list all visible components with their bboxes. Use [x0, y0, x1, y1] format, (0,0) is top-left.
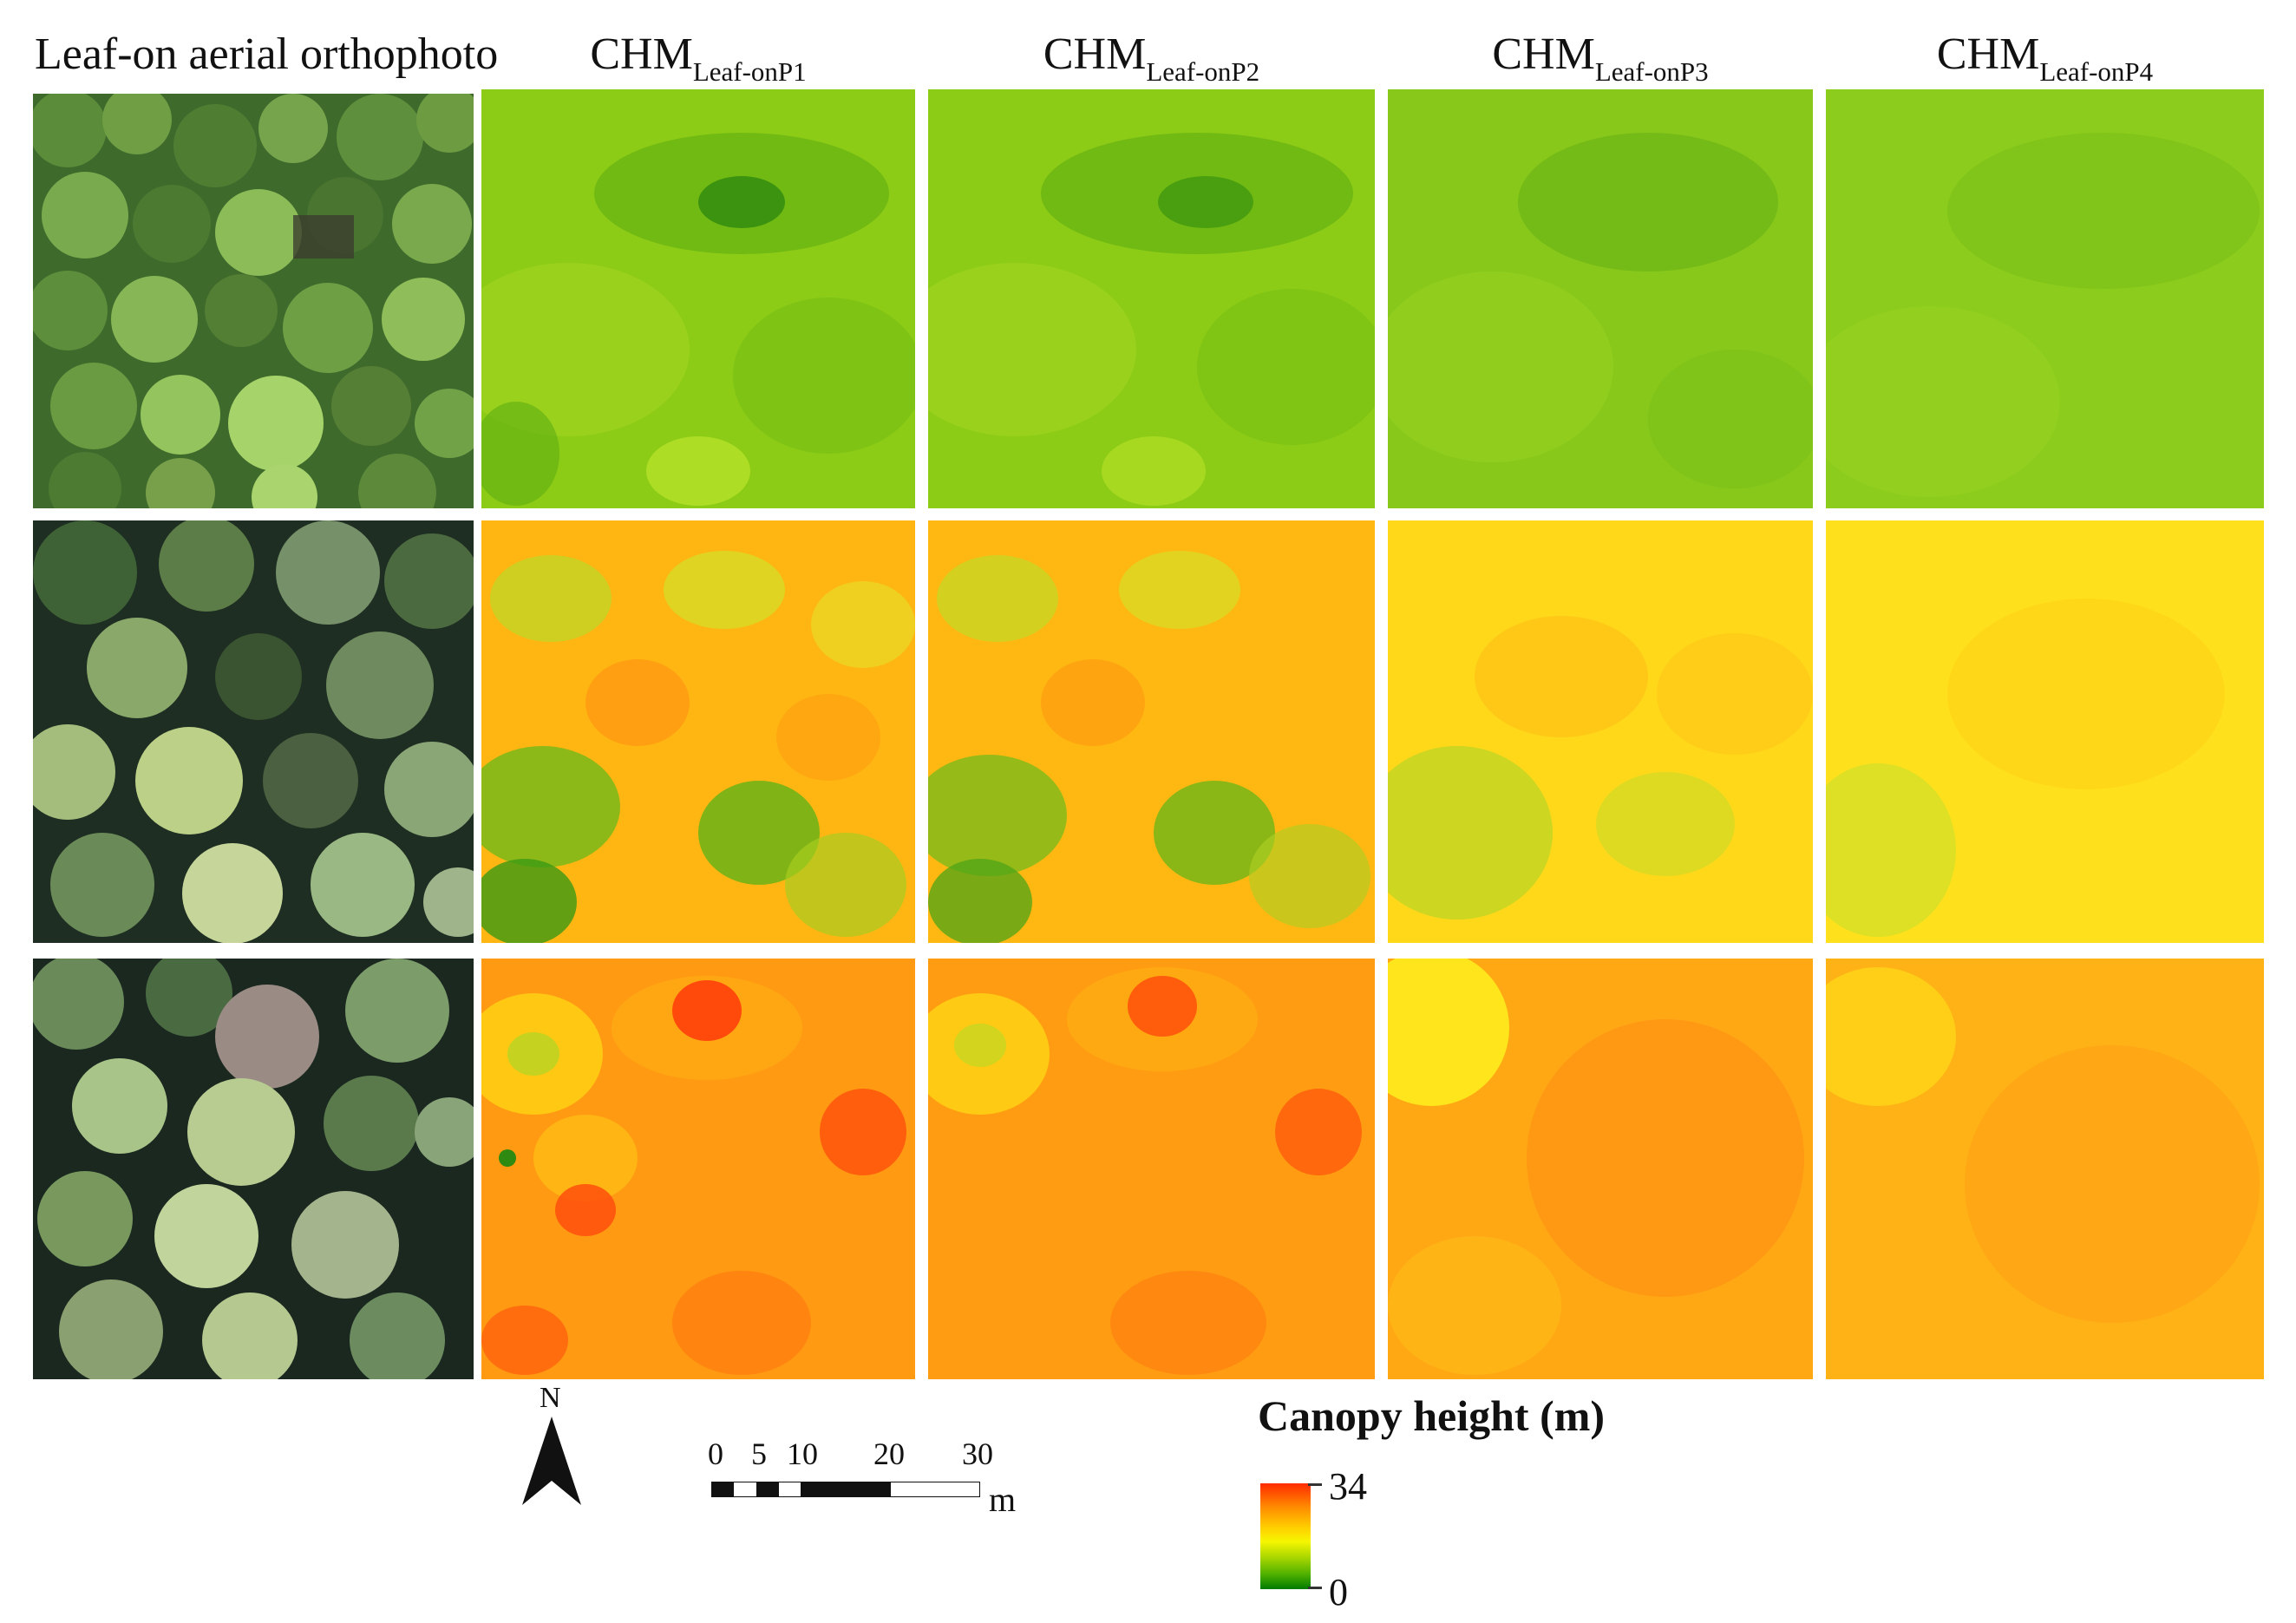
chm-p4-row3 [1826, 959, 2264, 1379]
chm-p3-row2 [1388, 520, 1813, 943]
header-chm-p1: CHMLeaf-onP1 [481, 24, 915, 87]
scale-tick-10: 10 [787, 1436, 818, 1471]
chm-p3-row1 [1388, 89, 1813, 508]
chm-p3-row3 [1388, 959, 1813, 1379]
header-chm-p4-main: CHM [1936, 29, 2040, 79]
scale-unit: m [989, 1480, 1017, 1519]
scale-tick-30: 30 [962, 1436, 993, 1471]
orthophoto-row3 [33, 959, 474, 1379]
chm-p2-row3 [928, 959, 1375, 1379]
chm-p1-row1 [481, 89, 915, 508]
chm-p1-row3 [481, 959, 915, 1379]
scale-tick-20: 20 [873, 1436, 905, 1471]
chm-p2-row1 [928, 89, 1375, 508]
header-chm-p2-main: CHM [1043, 29, 1147, 79]
north-arrow-icon [522, 1417, 581, 1505]
chm-p4-row1 [1826, 89, 2264, 508]
header-chm-p3-sub: Leaf-onP3 [1594, 56, 1709, 87]
scale-tick-0: 0 [708, 1436, 723, 1471]
north-label: N [540, 1382, 561, 1414]
header-chm-p2: CHMLeaf-onP2 [928, 24, 1375, 87]
color-ramp [1260, 1483, 1311, 1589]
chm-p4-row2 [1826, 520, 2264, 943]
legend-min-label: 0 [1329, 1571, 1348, 1613]
ramp-tick-min [1308, 1587, 1322, 1589]
header-chm-p1-main: CHM [590, 29, 693, 79]
header-chm-p1-sub: Leaf-onP1 [692, 56, 807, 87]
scale-bar [711, 1482, 980, 1497]
header-chm-p3: CHMLeaf-onP3 [1388, 24, 1813, 87]
scale-tick-5: 5 [751, 1436, 767, 1471]
ramp-tick-max [1308, 1483, 1322, 1486]
header-chm-p4-sub: Leaf-onP4 [2039, 56, 2154, 87]
legend-title: Canopy height (m) [1258, 1391, 1606, 1440]
header-chm-p2-sub: Leaf-onP2 [1146, 56, 1260, 87]
orthophoto-row2 [33, 520, 474, 943]
chm-p2-row2 [928, 520, 1375, 943]
orthophoto-row1 [33, 94, 474, 508]
header-orthophoto: Leaf-on aerial orthophoto [35, 29, 499, 79]
legend-max-label: 34 [1329, 1465, 1367, 1508]
header-chm-p3-main: CHM [1492, 29, 1595, 79]
header-chm-p4: CHMLeaf-onP4 [1826, 24, 2264, 87]
chm-p1-row2 [481, 520, 915, 943]
